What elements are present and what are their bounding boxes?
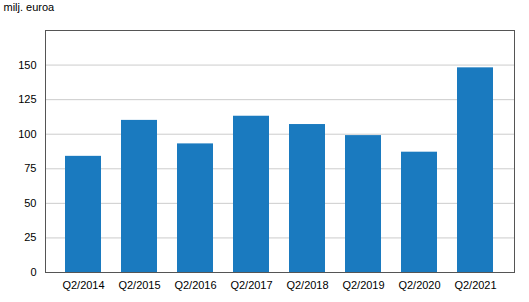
svg-text:0: 0 <box>30 266 36 278</box>
svg-text:125: 125 <box>18 93 36 105</box>
svg-text:Q2/2019: Q2/2019 <box>342 279 384 291</box>
svg-text:150: 150 <box>18 59 36 71</box>
svg-text:75: 75 <box>24 162 36 174</box>
svg-text:Q2/2017: Q2/2017 <box>230 279 272 291</box>
svg-text:milj. euroa: milj. euroa <box>4 1 56 13</box>
svg-text:Q2/2015: Q2/2015 <box>118 279 160 291</box>
svg-text:Q2/2021: Q2/2021 <box>454 279 496 291</box>
svg-text:50: 50 <box>24 197 36 209</box>
svg-text:100: 100 <box>18 128 36 140</box>
svg-text:25: 25 <box>24 231 36 243</box>
svg-text:Q2/2016: Q2/2016 <box>174 279 216 291</box>
svg-text:Q2/2020: Q2/2020 <box>398 279 440 291</box>
svg-text:Q2/2014: Q2/2014 <box>62 279 104 291</box>
svg-text:Q2/2018: Q2/2018 <box>286 279 328 291</box>
